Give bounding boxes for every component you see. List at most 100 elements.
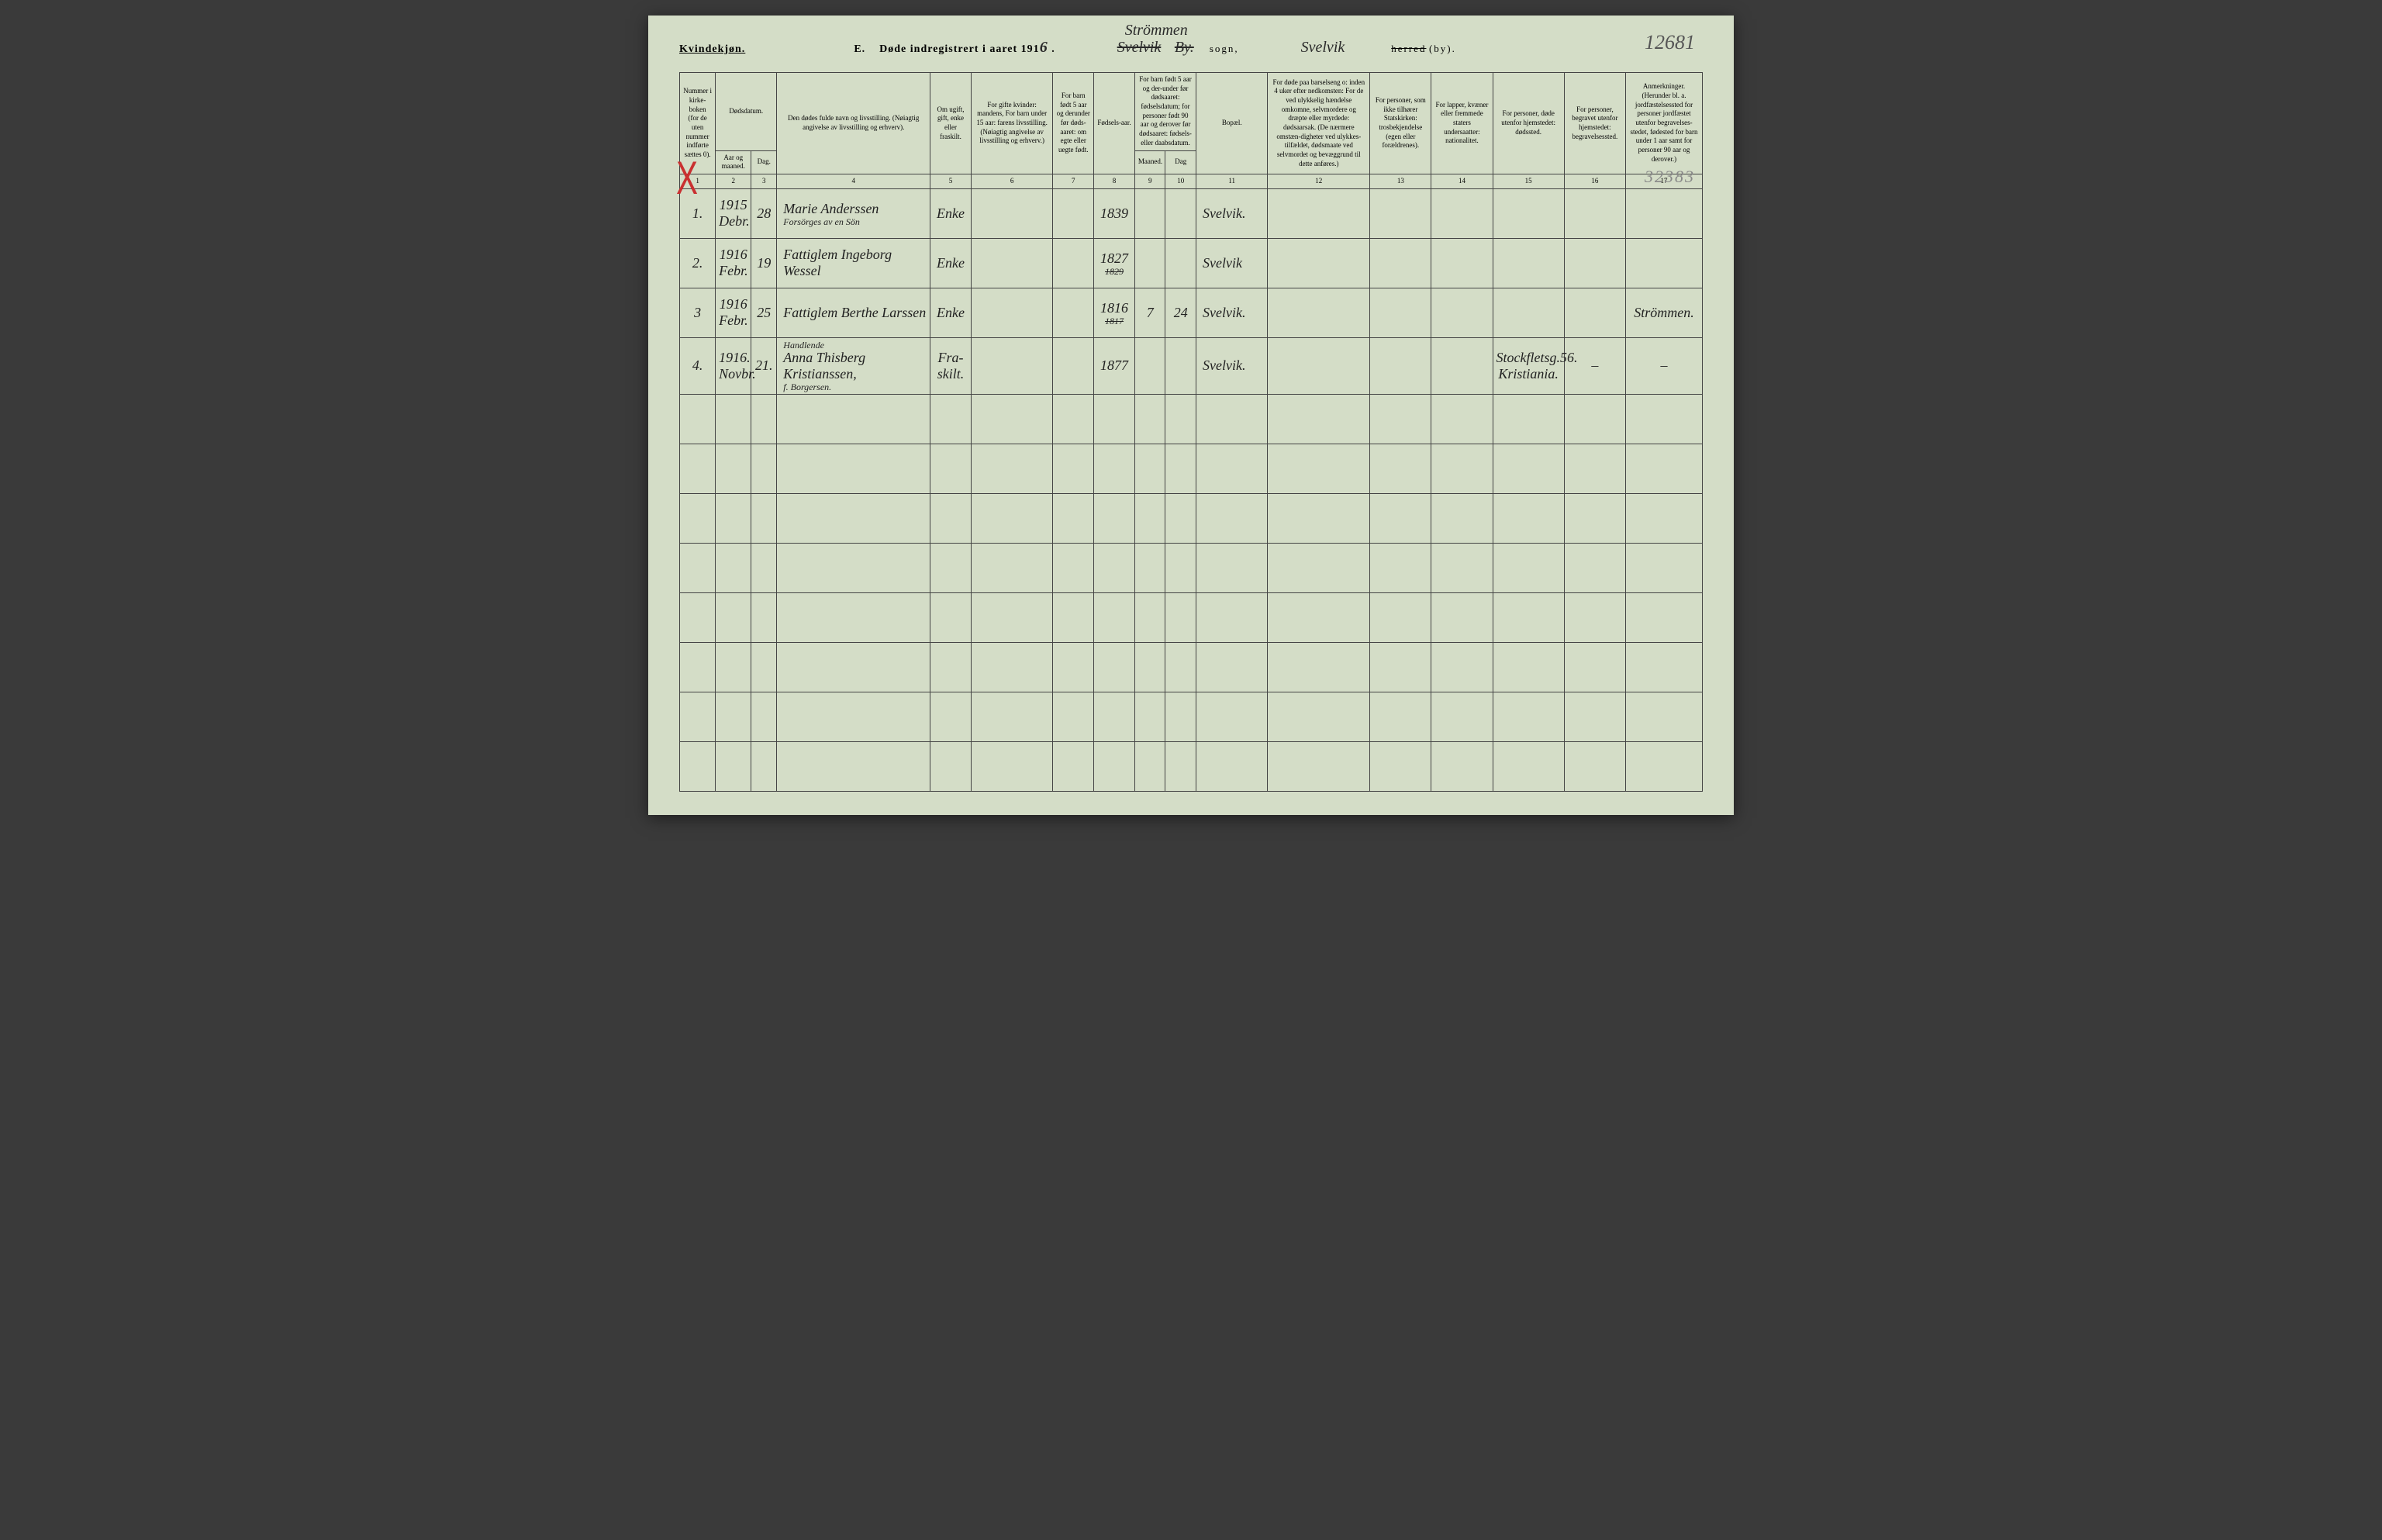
table-row-empty bbox=[680, 642, 1703, 692]
empty-cell bbox=[1196, 642, 1268, 692]
cell-10 bbox=[1165, 337, 1196, 394]
empty-cell bbox=[1165, 741, 1196, 791]
empty-cell bbox=[1370, 642, 1431, 692]
empty-cell bbox=[1165, 642, 1196, 692]
cell-status: Fra-skilt. bbox=[930, 337, 972, 394]
empty-cell bbox=[1268, 394, 1370, 444]
col-9-header: Maaned. bbox=[1134, 150, 1165, 174]
register-table: Nummer i kirke-boken (for de uten nummer… bbox=[679, 72, 1703, 792]
cell-birth-year: 1839 bbox=[1094, 188, 1135, 238]
empty-cell bbox=[1493, 741, 1564, 791]
cell-16: – bbox=[1564, 337, 1625, 394]
empty-cell bbox=[1094, 394, 1135, 444]
cell-13 bbox=[1370, 238, 1431, 288]
col-10-header: Dag bbox=[1165, 150, 1196, 174]
cell-bopael: Svelvik. bbox=[1196, 337, 1268, 394]
sogn-label: sogn, bbox=[1210, 43, 1239, 55]
col-2b-header: Dag. bbox=[751, 150, 777, 174]
empty-cell bbox=[1370, 444, 1431, 493]
empty-cell bbox=[1431, 444, 1493, 493]
col-2-header: Dødsdatum. bbox=[716, 73, 777, 151]
table-row-empty bbox=[680, 444, 1703, 493]
empty-cell bbox=[1431, 642, 1493, 692]
empty-cell bbox=[930, 394, 972, 444]
herred-suffix: (by). bbox=[1429, 43, 1456, 54]
cell-birth-year: 18161817 bbox=[1094, 288, 1135, 337]
empty-cell bbox=[680, 493, 716, 543]
sogn-block: Strömmen Svelvik By. bbox=[1117, 39, 1194, 57]
cell-17: Strömmen. bbox=[1625, 288, 1702, 337]
empty-cell bbox=[1134, 543, 1165, 592]
cell-10 bbox=[1165, 238, 1196, 288]
cell-year-month: 1916 Febr. bbox=[716, 288, 751, 337]
cell-14 bbox=[1431, 238, 1493, 288]
empty-cell bbox=[1625, 741, 1702, 791]
secondary-number: 32383 bbox=[1645, 167, 1695, 187]
empty-cell bbox=[1196, 394, 1268, 444]
empty-cell bbox=[716, 592, 751, 642]
empty-cell bbox=[1431, 493, 1493, 543]
cell-12 bbox=[1268, 337, 1370, 394]
cell-status: Enke bbox=[930, 188, 972, 238]
empty-cell bbox=[751, 543, 777, 592]
empty-cell bbox=[930, 741, 972, 791]
empty-cell bbox=[751, 592, 777, 642]
empty-cell bbox=[1053, 493, 1094, 543]
empty-cell bbox=[971, 642, 1053, 692]
empty-cell bbox=[1134, 741, 1165, 791]
sogn-by-strike: By. bbox=[1175, 39, 1194, 56]
empty-cell bbox=[1268, 493, 1370, 543]
empty-cell bbox=[680, 741, 716, 791]
cell-12 bbox=[1268, 238, 1370, 288]
empty-cell bbox=[1493, 592, 1564, 642]
empty-cell bbox=[1268, 692, 1370, 741]
title: E. Døde indregistrert i aaret 1916 . bbox=[854, 39, 1055, 57]
title-main: Døde indregistrert i aaret 191 bbox=[879, 43, 1040, 55]
cell-9 bbox=[1134, 238, 1165, 288]
cell-6 bbox=[971, 288, 1053, 337]
table-row-empty bbox=[680, 692, 1703, 741]
table-row-empty bbox=[680, 592, 1703, 642]
empty-cell bbox=[1370, 692, 1431, 741]
empty-cell bbox=[1625, 692, 1702, 741]
empty-cell bbox=[751, 741, 777, 791]
colnum: 5 bbox=[930, 174, 972, 188]
column-numbers-row: 1 2 3 4 5 6 7 8 9 10 11 12 13 14 15 16 1… bbox=[680, 174, 1703, 188]
empty-cell bbox=[1493, 493, 1564, 543]
colnum: 10 bbox=[1165, 174, 1196, 188]
cell-15: Stockfletsg.56. Kristiania. bbox=[1493, 337, 1564, 394]
cell-9 bbox=[1134, 188, 1165, 238]
empty-cell bbox=[1094, 543, 1135, 592]
empty-cell bbox=[680, 642, 716, 692]
empty-cell bbox=[777, 692, 930, 741]
empty-cell bbox=[777, 493, 930, 543]
register-page: 12681 32383 X Kvindekjøn. E. Døde indreg… bbox=[648, 16, 1734, 815]
empty-cell bbox=[1431, 592, 1493, 642]
empty-cell bbox=[930, 493, 972, 543]
herred-block: herred (by). bbox=[1391, 43, 1456, 56]
table-row-empty bbox=[680, 394, 1703, 444]
empty-cell bbox=[1094, 444, 1135, 493]
empty-cell bbox=[1134, 592, 1165, 642]
empty-cell bbox=[1094, 692, 1135, 741]
colnum: 6 bbox=[971, 174, 1053, 188]
colnum: 8 bbox=[1094, 174, 1135, 188]
herred-strike: herred bbox=[1391, 43, 1426, 54]
cell-year-month: 1916 Febr. bbox=[716, 238, 751, 288]
cell-name: HandlendeAnna Thisberg Kristianssen,f. B… bbox=[777, 337, 930, 394]
empty-cell bbox=[1370, 741, 1431, 791]
empty-cell bbox=[1094, 493, 1135, 543]
cell-14 bbox=[1431, 337, 1493, 394]
cell-12 bbox=[1268, 288, 1370, 337]
empty-cell bbox=[777, 394, 930, 444]
page-number: 12681 bbox=[1645, 31, 1695, 54]
empty-cell bbox=[1165, 592, 1196, 642]
empty-cell bbox=[1370, 493, 1431, 543]
empty-cell bbox=[1625, 493, 1702, 543]
empty-cell bbox=[1625, 394, 1702, 444]
empty-cell bbox=[1625, 592, 1702, 642]
colnum: 2 bbox=[716, 174, 751, 188]
col-11-header: Bopæl. bbox=[1196, 73, 1268, 174]
cell-year-month: 1916. Novbr. bbox=[716, 337, 751, 394]
header-row: Kvindekjøn. E. Døde indregistrert i aare… bbox=[679, 39, 1703, 57]
